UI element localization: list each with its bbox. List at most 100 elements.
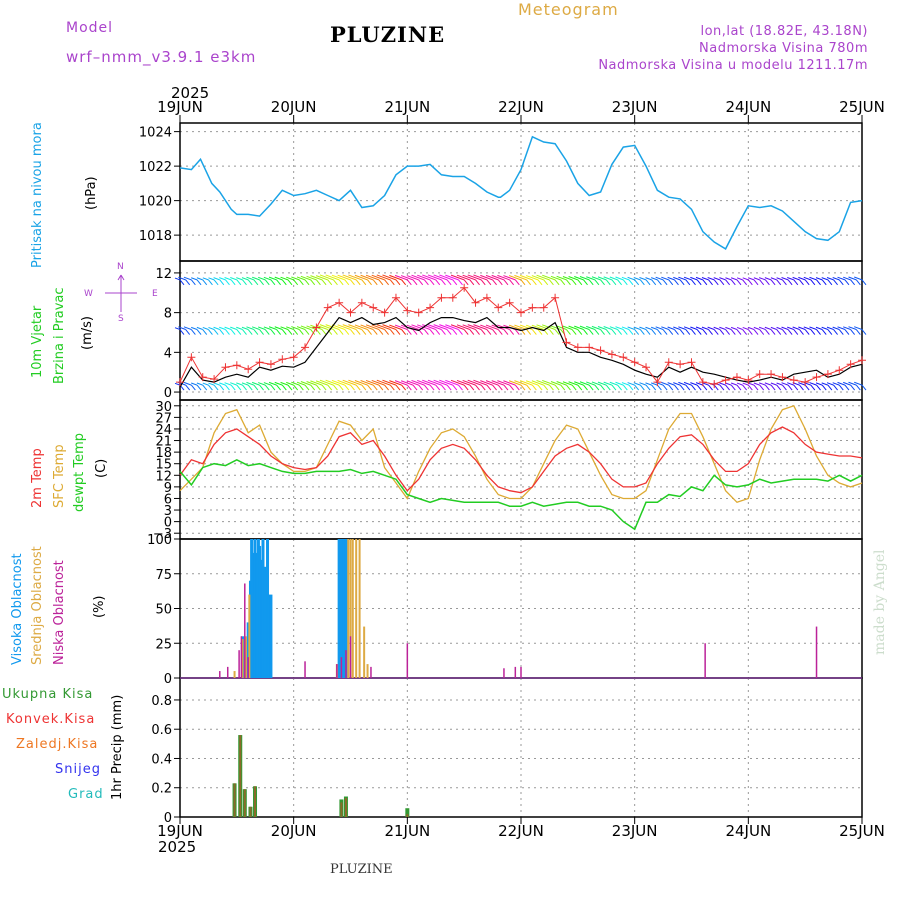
wind-barb xyxy=(213,326,220,330)
hail-label: Grad xyxy=(68,787,104,802)
wind-barb xyxy=(708,329,713,335)
wind-barb xyxy=(286,326,294,330)
wind-barb xyxy=(560,384,566,391)
year-top: 2025 xyxy=(171,84,210,102)
wind-barb xyxy=(759,279,765,286)
wind-barb xyxy=(667,276,675,281)
wind-barb xyxy=(219,329,225,335)
wind-barb xyxy=(389,274,402,281)
wind-barb xyxy=(611,279,617,286)
ytick-label: 0 xyxy=(164,811,172,826)
wind-barb xyxy=(355,329,361,335)
wind-barb xyxy=(747,279,753,286)
wind-barb xyxy=(497,329,503,335)
wind-barb xyxy=(497,274,510,281)
wind-barb xyxy=(300,325,311,330)
wind-barb xyxy=(342,274,357,281)
wind-barb xyxy=(497,384,503,391)
wind-barb xyxy=(719,329,725,335)
wind-barb xyxy=(361,384,367,391)
total-precip-bar xyxy=(405,808,410,817)
wind-barb xyxy=(781,277,789,281)
wind-barb xyxy=(174,327,181,330)
wind-barb xyxy=(183,276,192,281)
wind-barb xyxy=(611,384,617,391)
wind-barb xyxy=(753,279,759,286)
wind-barb xyxy=(372,384,378,391)
wind-barb xyxy=(456,324,471,330)
wind-barb xyxy=(833,329,838,335)
mid-cloud-bar xyxy=(349,539,352,678)
wind-barb xyxy=(360,274,374,281)
wind-barb xyxy=(365,274,380,281)
wind-barb xyxy=(549,384,554,391)
xtick-label-bottom: 23JUN xyxy=(612,822,658,840)
gust-marker xyxy=(221,363,230,372)
wind-barb xyxy=(183,381,192,386)
wind-barb xyxy=(509,279,515,286)
wind-barb xyxy=(376,379,391,386)
ytick-label: 0.8 xyxy=(151,694,172,709)
wind-barb xyxy=(270,279,276,286)
wind-barb xyxy=(742,382,749,386)
high-cloud-bar xyxy=(263,566,267,678)
wind-barb xyxy=(241,382,249,386)
gust-marker xyxy=(755,370,764,379)
wind-barb xyxy=(701,277,709,281)
wind-barb xyxy=(401,279,407,286)
wind-barb xyxy=(423,384,429,391)
wind-barb xyxy=(475,384,480,391)
wind-barb xyxy=(316,329,321,335)
wind-barb xyxy=(270,384,276,391)
wind-barb xyxy=(190,329,196,335)
wind-barb xyxy=(503,380,516,386)
wind-barb xyxy=(389,380,402,386)
wind-barb xyxy=(713,326,721,330)
wind-barb xyxy=(821,279,827,286)
low-cloud-bar xyxy=(219,671,221,678)
wind-barb xyxy=(293,384,299,391)
wind-barb xyxy=(202,384,208,391)
wind-barb xyxy=(725,277,732,281)
wind-barb xyxy=(441,279,446,286)
gust-marker xyxy=(391,293,400,302)
gust-marker xyxy=(380,308,389,317)
wind-barb xyxy=(263,276,272,281)
wind-barb xyxy=(445,324,459,330)
wind-barb xyxy=(503,329,509,335)
wind-barb xyxy=(844,329,850,335)
wind-barb xyxy=(389,324,402,330)
wind-barb xyxy=(821,384,827,391)
wind-barb xyxy=(674,384,679,391)
wind-barb xyxy=(747,384,753,391)
wind-barb xyxy=(361,279,367,286)
gust-marker xyxy=(266,360,275,369)
wind-barb xyxy=(251,326,260,330)
compass-w: W xyxy=(84,289,93,299)
wind-barb xyxy=(804,384,810,391)
wind-barb xyxy=(678,276,686,281)
wind-barb xyxy=(286,276,294,281)
wind-barb xyxy=(276,329,282,335)
gust-marker xyxy=(846,360,855,369)
wind-barb xyxy=(178,276,186,281)
wind-barb xyxy=(605,384,611,391)
wind-barb xyxy=(258,276,266,281)
wind-barb xyxy=(764,279,770,286)
wind-barb xyxy=(815,382,823,386)
wind-barb xyxy=(742,329,748,335)
low-cloud-bar xyxy=(370,666,372,678)
wind-barb xyxy=(702,329,708,335)
wind-barb xyxy=(634,279,640,286)
conv-precip-bar xyxy=(254,786,257,817)
wind-barb xyxy=(298,279,304,286)
gust-marker xyxy=(517,308,525,317)
wind-barb xyxy=(480,329,486,335)
wind-barb xyxy=(799,384,804,391)
wind-barb xyxy=(382,379,397,386)
wind-barb xyxy=(725,382,732,386)
gust-marker xyxy=(448,293,457,302)
wind-barb xyxy=(764,329,770,335)
wind-barb xyxy=(344,384,350,391)
wind-barb xyxy=(645,329,651,335)
